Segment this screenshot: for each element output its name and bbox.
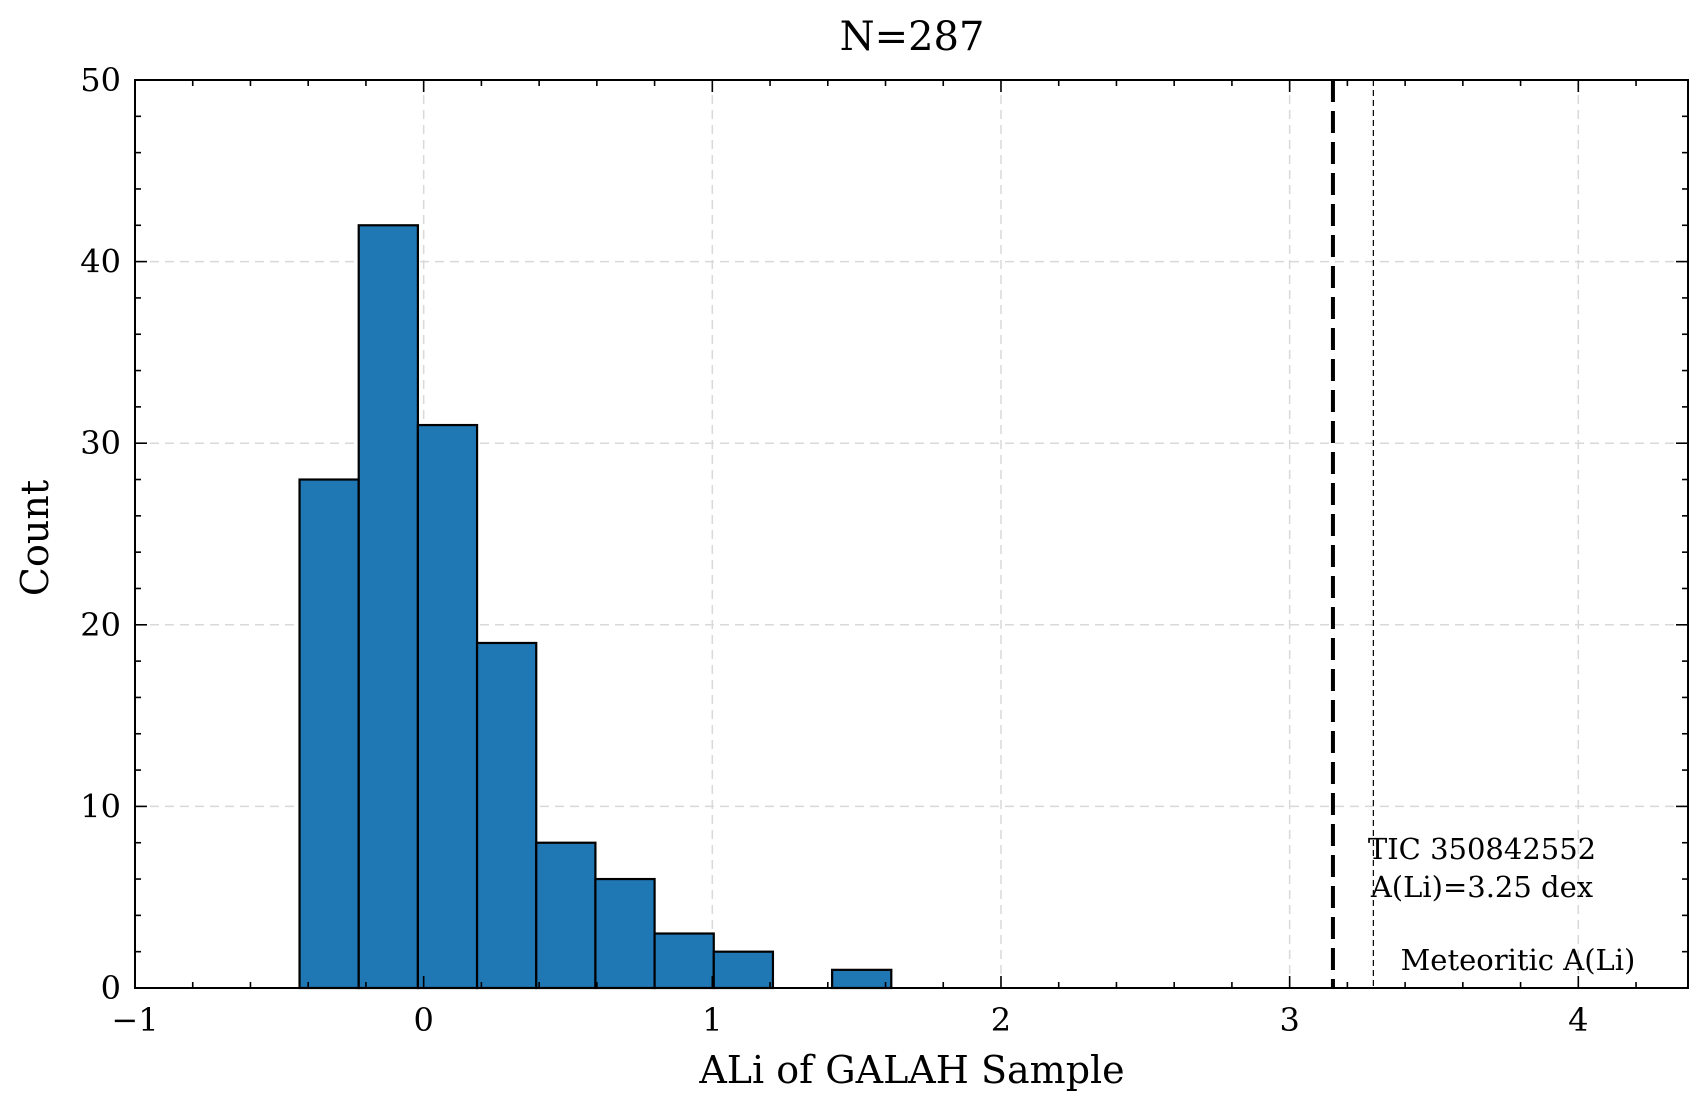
histogram-bars <box>298 224 893 990</box>
histogram-bar <box>653 932 715 990</box>
x-tick-label: 1 <box>702 1001 722 1039</box>
y-tick-label: 10 <box>80 787 121 825</box>
x-tick-label: 0 <box>413 1001 433 1039</box>
x-tick-label: 4 <box>1568 1001 1588 1039</box>
y-tick-label: 30 <box>80 424 121 462</box>
x-tick-label: −1 <box>111 1001 158 1039</box>
tic-annotation-line-2: A(Li)=3.25 dex <box>1370 870 1593 904</box>
meteoritic-annotation: Meteoritic A(Li) <box>1401 943 1636 977</box>
annotations: TIC 350842552 A(Li)=3.25 dex Meteoritic … <box>1368 832 1636 977</box>
histogram-bar <box>712 950 775 990</box>
reference-lines <box>1330 80 1374 988</box>
histogram-bar <box>535 841 597 990</box>
histogram-bar <box>298 478 360 990</box>
chart-title: N=287 <box>840 14 985 60</box>
x-tick-label: 2 <box>991 1001 1011 1039</box>
y-tick-label: 50 <box>80 61 121 99</box>
tic-annotation-line-1: TIC 350842552 <box>1368 832 1596 866</box>
x-axis-label: ALi of GALAH Sample <box>698 1048 1124 1092</box>
y-tick-label: 20 <box>80 606 121 644</box>
histogram-bar <box>357 224 419 990</box>
histogram-bar <box>416 423 479 990</box>
y-axis-label: Count <box>13 480 57 596</box>
histogram-bar <box>475 641 538 990</box>
y-tick-label: 40 <box>80 243 121 281</box>
histogram-bar <box>594 877 656 990</box>
y-tick-label: 0 <box>101 969 121 1007</box>
x-tick-label: 3 <box>1279 1001 1299 1039</box>
histogram-bar <box>831 968 893 990</box>
plot-frame <box>134 79 1689 989</box>
